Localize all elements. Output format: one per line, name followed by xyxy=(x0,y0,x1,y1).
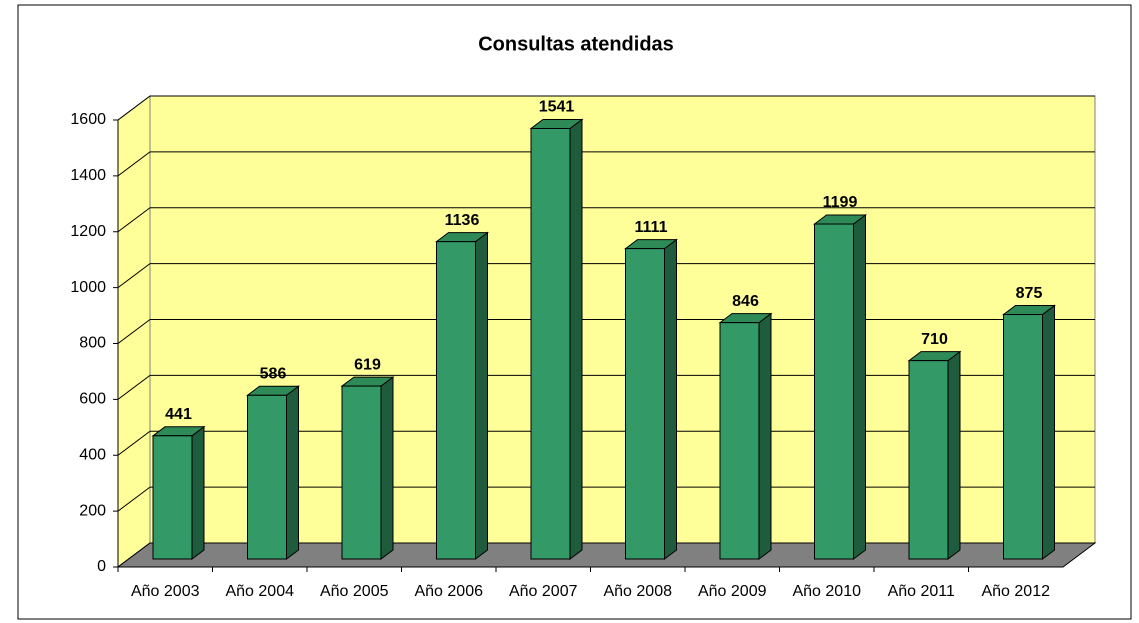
y-tick-label: 800 xyxy=(79,335,106,352)
grid-line xyxy=(117,263,151,289)
y-tick-label: 600 xyxy=(79,391,106,408)
chart-title: Consultas atendidas xyxy=(478,33,674,55)
bar xyxy=(341,385,382,560)
x-tick-label: Año 2012 xyxy=(981,583,1050,600)
bar xyxy=(719,322,760,560)
bar-side xyxy=(286,385,299,560)
y-tick-label: 400 xyxy=(79,446,106,463)
data-label: 619 xyxy=(354,356,381,373)
data-label: 1111 xyxy=(635,219,668,236)
x-tick-label: Año 2003 xyxy=(131,583,200,600)
y-tick-label: 1400 xyxy=(70,167,106,184)
x-tick-label: Año 2006 xyxy=(414,583,483,600)
x-tick-label: Año 2009 xyxy=(698,583,767,600)
bar-side xyxy=(380,376,394,560)
x-tick-label: Año 2005 xyxy=(320,583,389,600)
bar xyxy=(1003,314,1043,560)
y-tick-label: 1600 xyxy=(70,111,106,128)
x-tick-label: Año 2008 xyxy=(603,583,672,600)
data-label: 586 xyxy=(260,366,287,383)
data-label: 1541 xyxy=(539,99,575,116)
grid-line xyxy=(117,430,151,456)
bar-side xyxy=(947,350,961,560)
grid-line xyxy=(117,151,151,177)
x-tick-label: Año 2011 xyxy=(888,583,955,600)
bar xyxy=(152,435,193,560)
bar-side xyxy=(191,425,205,560)
y-tick-label: 0 xyxy=(97,558,106,575)
y-tick-label: 200 xyxy=(79,502,106,519)
data-label: 441 xyxy=(165,406,192,423)
bar-side xyxy=(758,312,772,560)
bar xyxy=(247,394,287,560)
bar-side xyxy=(475,231,488,560)
bar-side xyxy=(853,214,866,560)
bar xyxy=(814,223,854,560)
data-label: 1199 xyxy=(823,194,858,211)
x-tick-label: Año 2010 xyxy=(792,583,861,600)
bar xyxy=(625,248,665,560)
data-label: 875 xyxy=(1016,285,1043,302)
grid-line xyxy=(117,319,151,344)
data-label: 710 xyxy=(921,331,948,348)
grid-line xyxy=(117,207,151,233)
bar xyxy=(908,360,949,560)
x-tick-label: Año 2004 xyxy=(225,583,294,600)
grid-line xyxy=(117,374,151,400)
bar-side xyxy=(1042,304,1055,560)
bar xyxy=(436,241,476,560)
x-tick-label: Año 2007 xyxy=(509,583,578,600)
y-tick-label: 1200 xyxy=(70,223,106,240)
grid-line xyxy=(117,486,151,512)
data-label: 1136 xyxy=(445,212,480,229)
y-tick-label: 1000 xyxy=(70,279,106,296)
data-label: 846 xyxy=(732,293,759,310)
bar-side xyxy=(569,118,583,560)
grid-line xyxy=(117,95,151,121)
bar xyxy=(530,127,571,560)
bar-side xyxy=(664,238,677,560)
